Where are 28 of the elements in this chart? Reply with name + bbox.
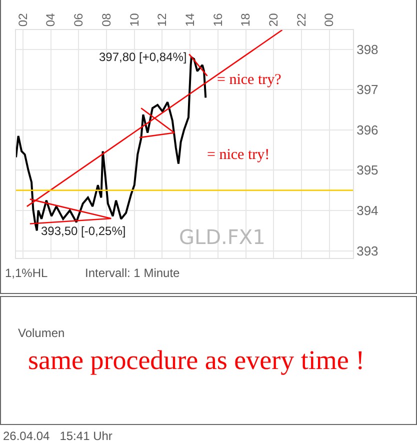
- x-tick-label: 08: [99, 12, 114, 27]
- x-tick-label: 14: [182, 12, 197, 27]
- x-tick-label: 06: [72, 12, 86, 27]
- y-tick-label: 394: [356, 203, 378, 218]
- x-tick-label: 12: [155, 12, 170, 27]
- annotation: GLD.FX1: [179, 225, 266, 249]
- x-tick-label: 20: [266, 12, 281, 27]
- y-tick-label: 396: [356, 122, 378, 138]
- y-tick-label: 393: [356, 243, 378, 258]
- annotation: = nice try?: [217, 72, 282, 88]
- x-tick-label: 00: [322, 12, 336, 27]
- y-tick-label: 395: [356, 162, 378, 178]
- x-tick-label: 22: [294, 12, 308, 27]
- x-tick-label: 16: [210, 12, 225, 27]
- x-tick-label: 02: [16, 12, 30, 27]
- text: 1,1%HL: [5, 266, 48, 280]
- text: same procedure as every time !: [28, 345, 365, 375]
- x-tick-label: 18: [238, 12, 253, 27]
- annotation: = nice try!: [207, 147, 270, 163]
- text: 26.04.04 15:41 Uhr: [3, 429, 112, 443]
- x-tick-label: 10: [127, 12, 142, 27]
- text: Volumen: [18, 326, 65, 340]
- text: Intervall: 1 Minute: [85, 266, 180, 280]
- annotation: 393,50 [-0,25%]: [41, 224, 126, 238]
- x-tick-label: 04: [44, 12, 58, 27]
- y-tick-label: 398: [356, 42, 378, 57]
- annotation: 397,80 [+0,84%]: [99, 50, 187, 64]
- y-tick-label: 397: [356, 82, 378, 98]
